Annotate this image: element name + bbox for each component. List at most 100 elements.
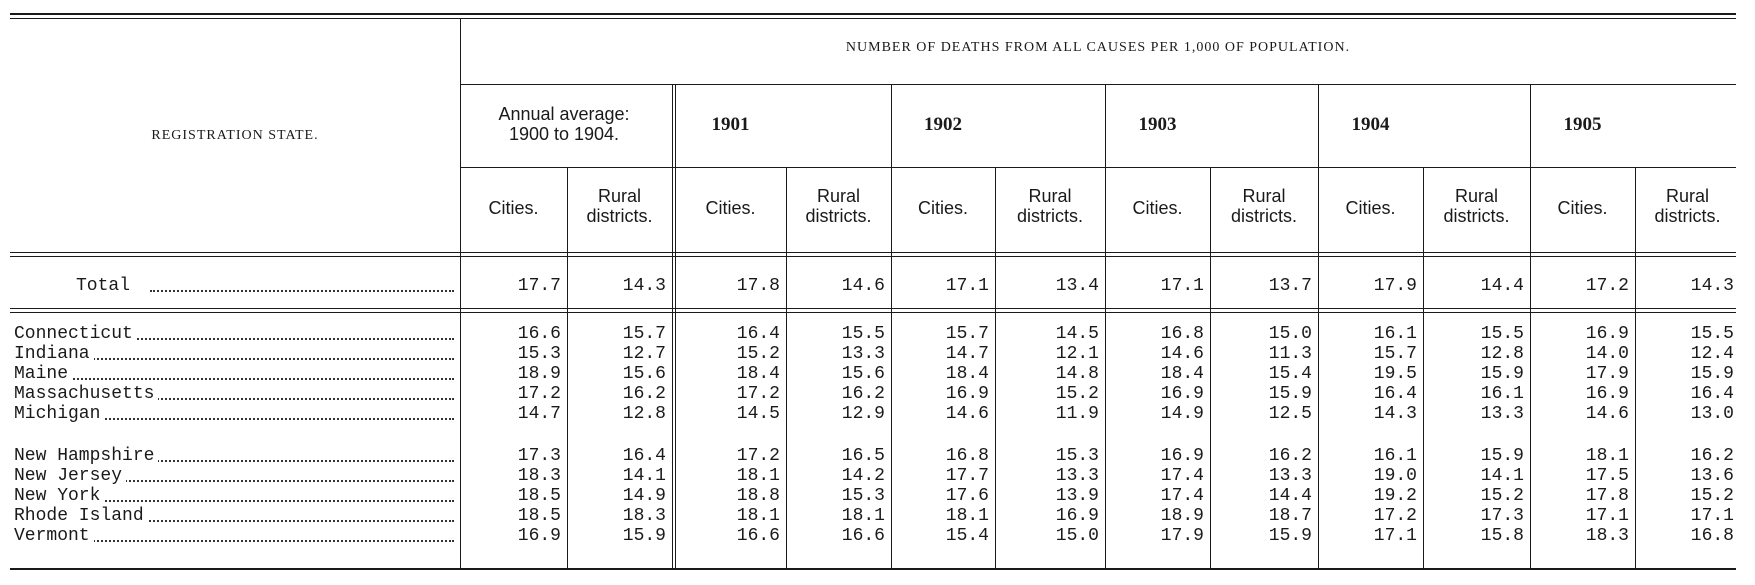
value-cell: 15.3 bbox=[517, 344, 561, 364]
cities-subheading: Cities. bbox=[1345, 198, 1396, 218]
value-cell: 18.3 bbox=[517, 466, 561, 486]
value-cell: 14.9 bbox=[622, 486, 666, 506]
value-cell: 18.3 bbox=[622, 506, 666, 526]
value-cell: 18.1 bbox=[841, 506, 885, 526]
year-heading: 1901 bbox=[711, 114, 750, 135]
col-divider bbox=[995, 167, 996, 568]
year-heading: 1904 bbox=[1351, 114, 1390, 135]
annual-average-heading: Annual average: 1900 to 1904. bbox=[463, 104, 665, 144]
value-cell: 18.1 bbox=[736, 466, 780, 486]
value-cell: 16.8 bbox=[1160, 324, 1204, 344]
value-cell: 18.8 bbox=[736, 486, 780, 506]
value-cell: 16.2 bbox=[1690, 446, 1734, 466]
value-cell: 16.4 bbox=[736, 324, 780, 344]
total-value-cell: 14.3 bbox=[1690, 276, 1734, 296]
value-cell: 16.8 bbox=[1690, 526, 1734, 546]
value-cell: 18.1 bbox=[736, 506, 780, 526]
state-name: Michigan bbox=[14, 404, 454, 424]
state-name: Massachusetts bbox=[14, 384, 454, 404]
value-cell: 12.5 bbox=[1268, 404, 1312, 424]
value-cell: 17.8 bbox=[1585, 486, 1629, 506]
value-cell: 17.9 bbox=[1585, 364, 1629, 384]
total-value-cell: 14.6 bbox=[841, 276, 885, 296]
col-divider bbox=[786, 167, 787, 568]
group-divider bbox=[672, 84, 673, 568]
value-cell: 15.9 bbox=[1480, 446, 1524, 466]
total-value-cell: 17.8 bbox=[736, 276, 780, 296]
value-cell: 16.6 bbox=[517, 324, 561, 344]
value-cell: 18.4 bbox=[945, 364, 989, 384]
total-value-cell: 13.4 bbox=[1055, 276, 1099, 296]
value-cell: 14.2 bbox=[841, 466, 885, 486]
cities-subheading: Cities. bbox=[1132, 198, 1183, 218]
year-heading: 1902 bbox=[924, 114, 962, 135]
value-cell: 13.3 bbox=[841, 344, 885, 364]
value-cell: 18.5 bbox=[517, 506, 561, 526]
value-cell: 15.9 bbox=[1268, 526, 1312, 546]
annual-average-heading-line1: Annual average: bbox=[498, 104, 630, 124]
rural-districts-subheading: Rural districts. bbox=[1423, 186, 1530, 226]
state-name-text: Vermont bbox=[14, 526, 94, 546]
value-cell: 13.9 bbox=[1055, 486, 1099, 506]
rural-subheading-line2: districts. bbox=[1016, 206, 1083, 226]
value-cell: 19.5 bbox=[1373, 364, 1417, 384]
value-cell: 17.4 bbox=[1160, 486, 1204, 506]
value-cell: 15.5 bbox=[841, 324, 885, 344]
state-name: Connecticut bbox=[14, 324, 454, 344]
state-name-text: Maine bbox=[14, 364, 73, 384]
value-cell: 14.9 bbox=[1160, 404, 1204, 424]
value-cell: 16.1 bbox=[1480, 384, 1524, 404]
leader-dots bbox=[14, 480, 454, 482]
value-cell: 15.6 bbox=[622, 364, 666, 384]
value-cell: 17.5 bbox=[1585, 466, 1629, 486]
year-heading: 1903 bbox=[1138, 114, 1177, 135]
rural-subheading-line2: districts. bbox=[1654, 206, 1721, 226]
value-cell: 14.3 bbox=[1373, 404, 1417, 424]
value-cell: 17.3 bbox=[517, 446, 561, 466]
rural-subheading-line2: districts. bbox=[1230, 206, 1297, 226]
value-cell: 12.4 bbox=[1690, 344, 1734, 364]
state-name-text: Connecticut bbox=[14, 324, 137, 344]
value-cell: 16.9 bbox=[1160, 384, 1204, 404]
rural-subheading-line1: Rural bbox=[816, 186, 860, 206]
leader-dots bbox=[14, 378, 454, 380]
value-cell: 11.3 bbox=[1268, 344, 1312, 364]
state-name: Indiana bbox=[14, 344, 454, 364]
value-cell: 14.7 bbox=[517, 404, 561, 424]
value-cell: 15.2 bbox=[1055, 384, 1099, 404]
value-cell: 17.2 bbox=[1373, 506, 1417, 526]
cities-subheading: Cities. bbox=[705, 198, 756, 218]
header-bottom-rule-2 bbox=[10, 256, 1736, 257]
value-cell: 16.9 bbox=[1585, 384, 1629, 404]
value-cell: 17.7 bbox=[945, 466, 989, 486]
value-cell: 13.3 bbox=[1268, 466, 1312, 486]
value-cell: 17.9 bbox=[1160, 526, 1204, 546]
value-cell: 17.1 bbox=[1585, 506, 1629, 526]
total-value-cell: 17.9 bbox=[1373, 276, 1417, 296]
value-cell: 18.1 bbox=[945, 506, 989, 526]
total-value-cell: 14.4 bbox=[1480, 276, 1524, 296]
value-cell: 11.9 bbox=[1055, 404, 1099, 424]
group-divider bbox=[891, 84, 892, 568]
value-cell: 14.1 bbox=[1480, 466, 1524, 486]
rural-subheading-line1: Rural bbox=[597, 186, 641, 206]
year-divider bbox=[460, 167, 1736, 168]
value-cell: 13.3 bbox=[1480, 404, 1524, 424]
value-cell: 15.2 bbox=[1480, 486, 1524, 506]
top-rule bbox=[10, 13, 1736, 15]
value-cell: 15.4 bbox=[945, 526, 989, 546]
value-cell: 12.8 bbox=[622, 404, 666, 424]
state-column-divider bbox=[460, 19, 461, 568]
value-cell: 16.1 bbox=[1373, 446, 1417, 466]
value-cell: 16.9 bbox=[1585, 324, 1629, 344]
main-heading: NUMBER OF DEATHS FROM ALL CAUSES PER 1,0… bbox=[845, 40, 1351, 55]
value-cell: 15.9 bbox=[1268, 384, 1312, 404]
value-cell: 16.4 bbox=[1373, 384, 1417, 404]
value-cell: 17.6 bbox=[945, 486, 989, 506]
value-cell: 12.8 bbox=[1480, 344, 1524, 364]
state-name-text: Michigan bbox=[14, 404, 105, 424]
value-cell: 14.7 bbox=[945, 344, 989, 364]
value-cell: 16.2 bbox=[622, 384, 666, 404]
rural-districts-subheading: Rural districts. bbox=[995, 186, 1105, 226]
value-cell: 15.3 bbox=[841, 486, 885, 506]
